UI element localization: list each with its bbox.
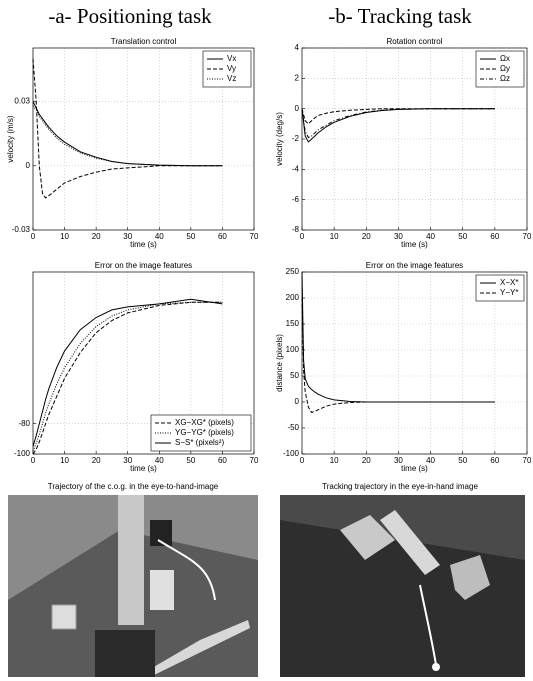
data-line (301, 108, 495, 143)
data-line (32, 105, 223, 167)
photo-caption: Trajectory of the c.o.g. in the eye-to-h… (48, 482, 219, 491)
x-tick-label: 40 (426, 456, 435, 465)
y-tick-label: 50 (290, 371, 299, 380)
y-tick-label: -6 (292, 195, 300, 204)
y-tick-label: 150 (286, 319, 300, 328)
x-tick-label: 10 (60, 456, 69, 465)
y-tick-label: -100 (14, 449, 31, 458)
x-axis-label: time (s) (130, 240, 157, 249)
y-tick-label: -2 (292, 134, 300, 143)
x-tick-label: 40 (426, 232, 435, 241)
x-tick-label: 20 (362, 232, 371, 241)
x-tick-label: 20 (92, 232, 101, 241)
x-tick-label: 40 (155, 456, 164, 465)
x-tick-label: 70 (250, 456, 259, 465)
x-tick-label: 60 (218, 456, 227, 465)
legend-label: Vx (227, 54, 236, 63)
legend-label: XG−XG* (pixels) (175, 418, 234, 427)
y-tick-label: 200 (286, 293, 300, 302)
x-tick-label: 30 (394, 232, 403, 241)
x-tick-label: 0 (300, 232, 305, 241)
plot-frame (32, 271, 255, 455)
data-line (301, 108, 495, 125)
x-tick-label: 40 (155, 232, 164, 241)
data-line (301, 271, 495, 403)
legend-box (475, 274, 525, 302)
chart-title: Translation control (111, 37, 177, 46)
x-tick-label: 30 (394, 456, 403, 465)
y-axis-label: velocity (deg/s) (275, 112, 284, 166)
legend-label: YG−YG* (pixels) (175, 428, 234, 437)
chart-title: Error on the image features (95, 261, 192, 270)
plot-frame (32, 47, 255, 231)
y-tick-label: -4 (292, 164, 300, 173)
plot-frame (301, 47, 528, 231)
photo-caption: Tracking trajectory in the eye-in-hand i… (322, 482, 478, 491)
y-tick-label: 0.03 (14, 97, 30, 106)
x-tick-label: 20 (92, 456, 101, 465)
x-tick-label: 10 (330, 232, 339, 241)
x-tick-label: 70 (523, 232, 532, 241)
y-tick-label: 0 (26, 161, 31, 170)
data-line (301, 297, 495, 413)
x-tick-label: 10 (330, 456, 339, 465)
y-tick-label: -0.03 (12, 225, 31, 234)
x-axis-label: time (s) (130, 464, 157, 473)
x-tick-label: 20 (362, 456, 371, 465)
chart-title: Rotation control (386, 37, 442, 46)
y-tick-label: -100 (283, 449, 300, 458)
photo-right (280, 495, 525, 677)
x-tick-label: 60 (490, 456, 499, 465)
photo-left (8, 495, 258, 677)
legend-label: S−S* (pixels²) (175, 438, 224, 447)
x-tick-label: 50 (458, 456, 467, 465)
y-axis-label: distance (pixels) (275, 334, 284, 392)
y-tick-label: -8 (292, 225, 300, 234)
x-axis-label: time (s) (401, 464, 428, 473)
y-tick-label: -50 (287, 423, 299, 432)
y-tick-label: 0 (295, 104, 300, 113)
y-tick-label: 100 (286, 345, 300, 354)
legend-label: Vz (227, 74, 236, 83)
legend-label: Y−Y* (500, 288, 518, 297)
y-axis-label: velocity (m/s) (6, 115, 15, 162)
x-tick-label: 60 (490, 232, 499, 241)
x-axis-label: time (s) (401, 240, 428, 249)
column-heading: -a- Positioning task (48, 4, 212, 28)
legend-label: Ωx (500, 54, 510, 63)
legend-label: X−X* (500, 278, 518, 287)
chart-title: Error on the image features (366, 261, 463, 270)
legend-label: Ωz (500, 74, 510, 83)
data-line (32, 298, 223, 447)
legend-box (475, 50, 525, 88)
data-line (32, 58, 223, 199)
x-tick-label: 60 (218, 232, 227, 241)
column-heading: -b- Tracking task (328, 4, 472, 28)
legend-label: Vy (227, 64, 236, 73)
y-tick-label: 4 (295, 43, 300, 52)
data-line (301, 108, 495, 139)
y-tick-label: 0 (295, 397, 300, 406)
x-tick-label: 70 (523, 456, 532, 465)
x-tick-label: 50 (186, 456, 195, 465)
x-tick-label: 30 (123, 232, 132, 241)
x-tick-label: 0 (31, 456, 36, 465)
x-tick-label: 0 (31, 232, 36, 241)
x-tick-label: 50 (186, 232, 195, 241)
x-tick-label: 30 (123, 456, 132, 465)
y-tick-label: 2 (295, 73, 300, 82)
x-tick-label: 70 (250, 232, 259, 241)
plot-frame (301, 271, 528, 455)
x-tick-label: 0 (300, 456, 305, 465)
x-tick-label: 50 (458, 232, 467, 241)
y-tick-label: 250 (286, 267, 300, 276)
y-tick-label: -80 (18, 419, 30, 428)
x-tick-label: 10 (60, 232, 69, 241)
legend-label: Ωy (500, 64, 510, 73)
